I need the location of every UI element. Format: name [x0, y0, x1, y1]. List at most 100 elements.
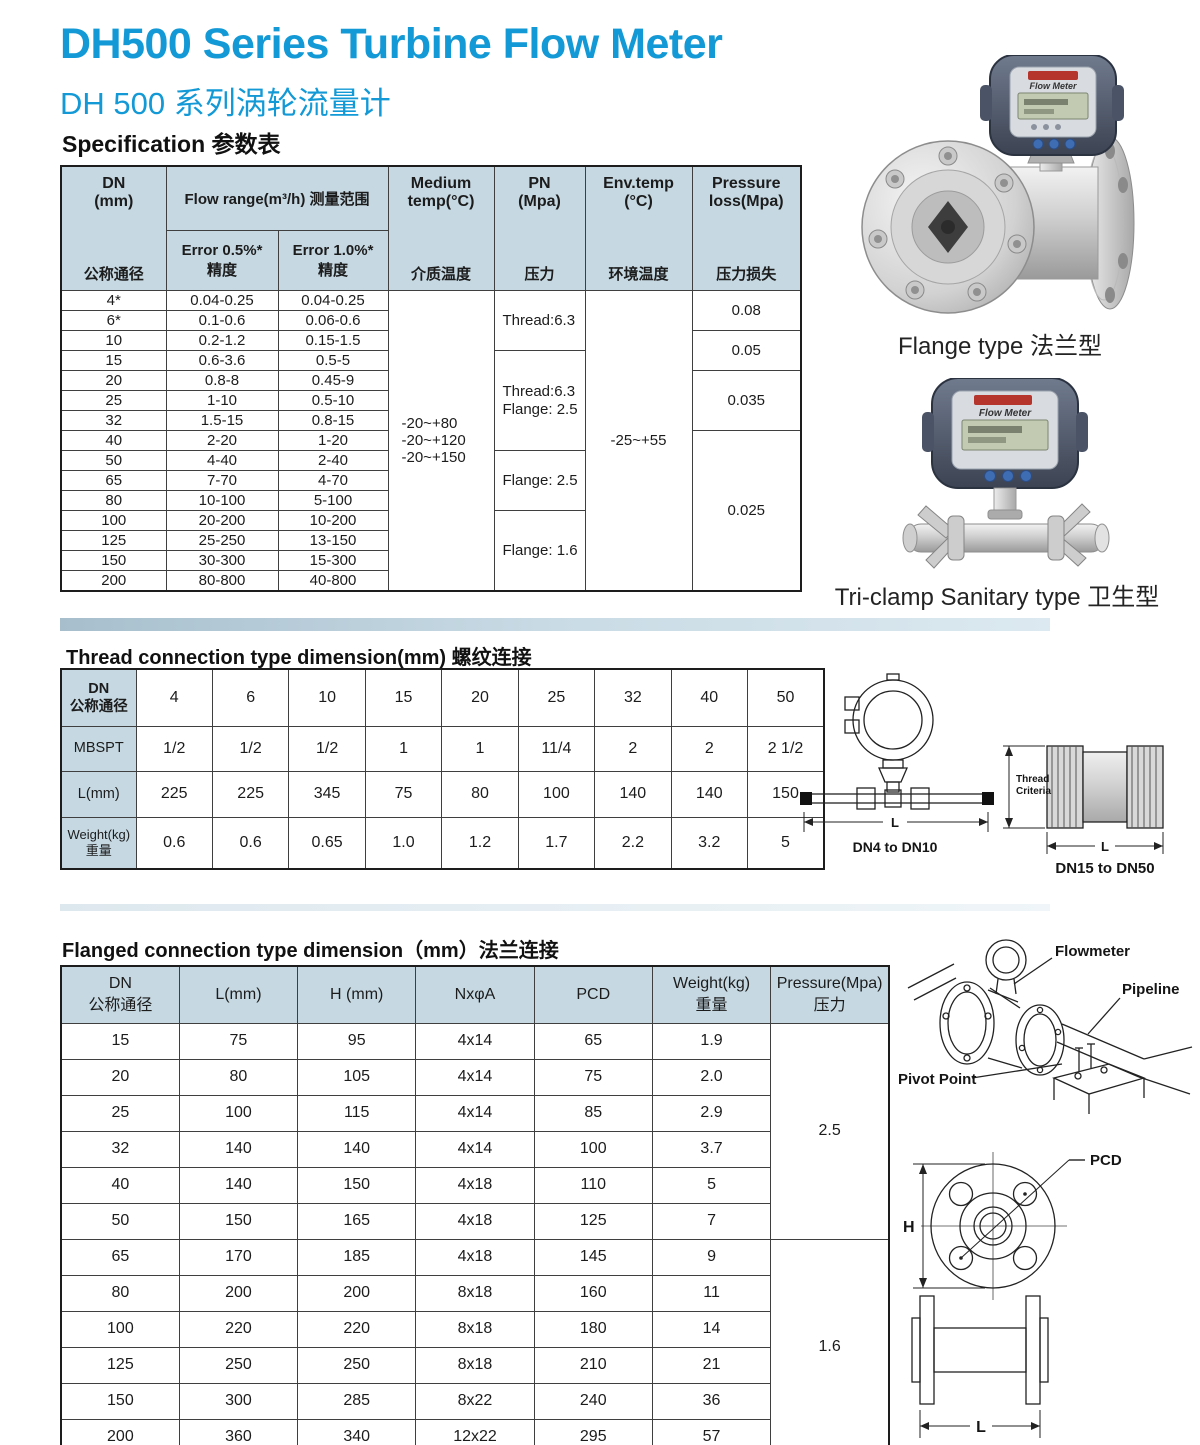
flanged-cell: 160: [533, 1274, 653, 1312]
flanged-cell: 12x22: [415, 1418, 535, 1445]
flanged-cell: 125: [533, 1202, 653, 1240]
pcd-label: PCD: [1090, 1152, 1122, 1169]
spec-cell: 1.5-15: [165, 410, 279, 431]
thread-cell: 0.6: [211, 816, 290, 870]
flanged-cell: 8x22: [415, 1382, 535, 1420]
thread-row-header: MBSPT: [60, 725, 137, 772]
dn15-dn50-label: DN15 to DN50: [1055, 860, 1154, 877]
spec-pn-cell: Flange: 1.6: [493, 510, 586, 592]
thread-cell: 25: [517, 668, 596, 727]
flanged-cell: 220: [178, 1310, 299, 1348]
flanged-cell: 4x18: [415, 1166, 535, 1204]
flanged-table: DN 公称通径 L(mm) H (mm) NxφA PCD Weight(kg) 重量 Pr…: [60, 965, 890, 1445]
spec-cell: 1-20: [277, 430, 389, 451]
spec-cell: 100: [60, 510, 167, 531]
thread-row-header: L(mm): [60, 770, 137, 818]
spec-cell: 10-200: [277, 510, 389, 531]
spec-pn-cell: Thread:6.3 Flange: 2.5: [493, 350, 586, 451]
flanged-cell: 50: [60, 1202, 180, 1240]
display-brand-text: Flow Meter: [1029, 81, 1077, 91]
tri-clamp-right: [1047, 503, 1091, 567]
flanged-header-row: DN 公称通径 L(mm) H (mm) NxφA PCD Weight(kg) 重量 Pr…: [60, 965, 890, 1024]
spec-table-row: 15 0.6-3.6 0.5-5 Thread:6.3 Flange: 2.5: [60, 350, 801, 451]
spec-col-dn-cn: 公称通径: [83, 265, 144, 283]
triclamp-type-photo: Flow Meter: [902, 378, 1110, 569]
spec-cell: 40-800: [277, 570, 389, 592]
spec-cell: 15: [60, 350, 167, 371]
spec-col-env-en: Env.temp (°C): [603, 175, 674, 211]
spec-header-row-1: DN (mm) 公称通径 Flow range(m³/h) 测量范围 Medium…: [60, 165, 802, 291]
flanged-cell: 14: [651, 1310, 772, 1348]
crosshair: [921, 1152, 1067, 1300]
thread-cell: 1/2: [288, 725, 366, 772]
dim-l-label: L: [891, 815, 899, 830]
flanged-cell: 180: [533, 1310, 653, 1348]
flanged-cell: 150: [297, 1166, 417, 1204]
flanged-cell: 220: [297, 1310, 417, 1348]
thread-cell: 80: [441, 770, 519, 818]
display-brand-text: Flow Meter: [979, 408, 1032, 419]
spec-cell: 0.5-5: [277, 350, 389, 371]
spec-cell: 15-300: [277, 550, 389, 571]
flanged-cell: 340: [297, 1418, 417, 1445]
spec-table-row: 4* 0.04-0.25 0.04-0.25 -20~+80 -20~+120 -20…: [60, 290, 802, 592]
flanged-cell: 110: [533, 1166, 653, 1204]
thread-cell: 2 1/2: [747, 725, 825, 772]
h-dimension: [913, 1163, 985, 1289]
spec-table-row: 100 20-200 10-200 Flange: 1.6: [60, 510, 801, 592]
spec-medium-temp-cell: -20~+80 -20~+120 -20~+150: [387, 290, 495, 592]
dim-l-label: L: [976, 1419, 986, 1436]
pivot-point-label: Pivot Point: [898, 1071, 976, 1088]
flanged-cell: 75: [533, 1058, 653, 1096]
flanged-table-row: 20 80 105 4x14 75 2.0: [60, 1058, 889, 1096]
spec-col-env-temp: Env.temp (°C) 环境温度: [584, 165, 693, 291]
head-lug-right: [1112, 85, 1124, 121]
flanged-cell: 8x18: [415, 1274, 535, 1312]
spec-cell: 4-40: [165, 450, 279, 471]
spec-cell: 4*: [60, 290, 167, 311]
flanged-cell: 165: [297, 1202, 417, 1240]
thread-cell: 3.2: [670, 816, 749, 870]
dim-l-label: L: [1101, 839, 1109, 854]
flanged-cell: 2.9: [651, 1094, 772, 1132]
flanged-cell: 15: [60, 1022, 180, 1060]
spec-cell: 0.06-0.6: [277, 310, 389, 331]
meter-display-head: Flow Meter: [922, 378, 1088, 489]
spec-cell: 50: [60, 450, 167, 471]
meter-left-flange: [861, 140, 1035, 314]
flange-type-caption: Flange type 法兰型: [897, 333, 1103, 360]
spec-table-body: 4* 0.04-0.25 0.04-0.25 -20~+80 -20~+120 -20…: [60, 290, 802, 592]
spec-cell: 20-200: [165, 510, 279, 531]
thread-cell: 140: [594, 770, 672, 818]
pcd-leader-line: [960, 1159, 1070, 1259]
spec-pn-cell: Flange: 2.5: [493, 450, 586, 511]
page-subtitle: DH 500 系列涡轮流量计: [60, 86, 391, 121]
flanged-cell: 115: [297, 1094, 417, 1132]
dn4-dn10-label: DN4 to DN10: [853, 839, 938, 855]
flanged-header-cell: L(mm): [178, 965, 299, 1024]
flanged-cell: 85: [533, 1094, 653, 1132]
thread-cell: 75: [364, 770, 443, 818]
spec-cell: 13-150: [277, 530, 389, 551]
spec-col-error-10: Error 1.0%* 精度: [277, 230, 389, 291]
flanged-cell: 4x18: [415, 1202, 535, 1240]
spec-col-pressure-loss: Pressure loss(Mpa) 压力损失: [691, 165, 802, 291]
tri-clamp-left: [917, 505, 965, 569]
pipeline-label: Pipeline: [1122, 981, 1180, 998]
flanged-cell: 185: [297, 1238, 417, 1276]
flanged-cell: 2.0: [651, 1058, 772, 1096]
thread-row-header: DN 公称通径: [60, 668, 137, 727]
spec-cell: 0.2-1.2: [165, 330, 279, 351]
flanged-header-cell: NxφA: [415, 965, 535, 1024]
flanged-section-heading: Flanged connection type dimension（mm）法兰连…: [62, 940, 559, 962]
flanged-cell: 4x14: [415, 1094, 535, 1132]
spec-cell: 10: [60, 330, 167, 351]
flanged-table-row: 40 140 150 4x18 110 5: [60, 1166, 889, 1204]
flanged-header-cell: Pressure(Mpa) 压力: [770, 965, 890, 1024]
flanged-cell: 200: [297, 1274, 417, 1312]
spec-col-dn-en: DN (mm): [94, 175, 134, 211]
spool-outline: [911, 1295, 1049, 1405]
thread-cell: 1: [441, 725, 519, 772]
thread-cell: 0.65: [288, 816, 366, 870]
thread-criteria-label-1: Thread: [1016, 774, 1049, 785]
